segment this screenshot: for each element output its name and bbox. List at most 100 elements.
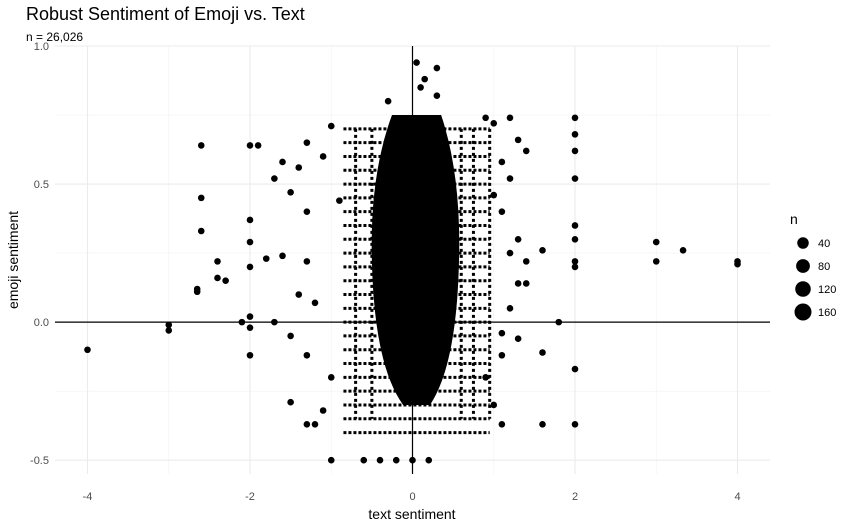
- data-point: [425, 456, 433, 464]
- data-point: [246, 313, 254, 320]
- data-point: [246, 263, 254, 271]
- data-point: [287, 398, 294, 406]
- data-point: [165, 321, 173, 329]
- data-point: [384, 97, 392, 105]
- data-point: [311, 299, 319, 307]
- data-point: [571, 222, 579, 229]
- data-point: [539, 349, 546, 356]
- data-point: [571, 235, 579, 243]
- data-point: [522, 147, 530, 155]
- data-point: [417, 84, 424, 91]
- legend-key: [794, 303, 812, 321]
- data-point: [421, 75, 428, 83]
- data-point: [514, 335, 522, 342]
- data-point: [246, 238, 254, 246]
- legend-label: 40: [818, 238, 830, 250]
- x-tick-label: 0: [409, 491, 415, 503]
- data-point: [303, 208, 311, 215]
- data-point: [392, 456, 400, 464]
- data-point: [571, 420, 579, 428]
- x-tick-label: -2: [245, 491, 255, 503]
- data-point: [539, 420, 546, 428]
- data-point: [303, 351, 311, 359]
- legend-label: 80: [818, 261, 830, 273]
- data-point: [498, 351, 506, 359]
- data-point: [555, 318, 563, 326]
- data-point: [319, 407, 327, 414]
- y-tick-label: 0.5: [34, 179, 49, 191]
- data-point: [246, 142, 254, 149]
- size-legend: n 40 80 120 160: [790, 211, 836, 321]
- data-point: [522, 258, 530, 265]
- data-point: [498, 208, 506, 215]
- legend-label: 160: [818, 307, 836, 319]
- data-point: [571, 175, 579, 182]
- data-point: [246, 324, 254, 331]
- data-point: [571, 147, 579, 155]
- chart-title: Robust Sentiment of Emoji vs. Text: [26, 4, 305, 24]
- data-point: [506, 175, 514, 182]
- data-point: [652, 238, 660, 246]
- overplotted-core: [371, 115, 460, 405]
- data-point: [279, 158, 286, 166]
- data-point: [571, 258, 579, 265]
- data-point: [413, 59, 420, 66]
- data-points: [84, 59, 741, 464]
- data-point: [214, 258, 221, 265]
- data-point: [222, 277, 229, 285]
- data-point: [490, 120, 498, 127]
- data-point: [482, 374, 489, 381]
- data-point: [327, 122, 335, 130]
- data-point: [303, 139, 311, 146]
- legend-key: [796, 259, 810, 273]
- data-point: [571, 114, 579, 122]
- chart-subtitle: n = 26,026: [26, 30, 84, 44]
- data-point: [319, 153, 327, 160]
- data-point: [409, 456, 416, 464]
- data-point: [197, 227, 205, 235]
- data-point: [214, 274, 221, 282]
- y-tick-label: 0.0: [34, 317, 49, 329]
- y-tick-label: -0.5: [30, 455, 49, 467]
- data-point: [734, 260, 741, 268]
- data-point: [287, 332, 294, 340]
- data-point: [571, 131, 579, 138]
- data-point: [482, 114, 489, 122]
- data-point: [539, 247, 546, 254]
- data-point: [336, 197, 343, 204]
- data-point: [433, 64, 441, 72]
- data-point: [490, 191, 498, 199]
- data-point: [303, 420, 311, 428]
- y-axis-ticks: -0.5 0.0 0.5 1.0: [30, 41, 49, 467]
- y-axis-title: emoji sentiment: [5, 211, 21, 309]
- data-point: [84, 346, 91, 354]
- x-tick-label: -4: [83, 491, 93, 503]
- x-tick-label: 2: [572, 491, 578, 503]
- data-point: [522, 280, 530, 287]
- legend-key: [795, 281, 811, 297]
- data-point: [279, 252, 286, 260]
- data-point: [571, 263, 579, 271]
- data-point: [571, 365, 579, 373]
- dense-core: [343, 115, 492, 435]
- data-point: [193, 288, 201, 296]
- legend-title: n: [790, 211, 798, 227]
- data-point: [498, 420, 506, 428]
- data-point: [271, 175, 278, 182]
- data-point: [197, 142, 205, 149]
- x-axis-ticks: -4 -2 0 2 4: [83, 491, 741, 503]
- data-point: [490, 401, 498, 409]
- data-point: [303, 258, 311, 265]
- legend-key: [797, 237, 809, 249]
- data-point: [376, 456, 384, 464]
- data-point: [295, 291, 303, 298]
- data-point: [498, 329, 506, 337]
- data-point: [514, 280, 522, 287]
- data-point: [246, 216, 254, 224]
- data-point: [197, 194, 205, 202]
- legend-label: 120: [818, 284, 836, 296]
- data-point: [287, 189, 294, 196]
- data-point: [433, 92, 441, 100]
- data-point: [679, 247, 687, 254]
